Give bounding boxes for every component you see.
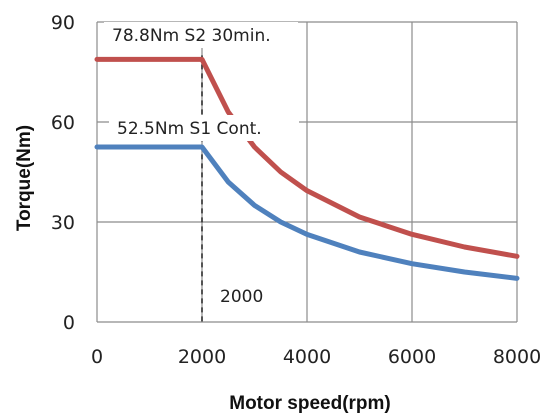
series-line-s2-30min	[94, 56, 520, 259]
y-axis-title: Torque(Nm)	[14, 125, 35, 231]
x-tick-label: 2000	[178, 346, 226, 368]
x-tick-labels: 0 2000 4000 6000 8000	[91, 346, 541, 368]
x-tick-label: 8000	[493, 346, 541, 368]
annotation-2000: 2000	[220, 287, 263, 307]
y-tick-label: 30	[51, 212, 75, 234]
series-label-background	[104, 22, 298, 48]
series-label: 78.8Nm S2 30min.	[112, 26, 271, 46]
x-axis-title: Motor speed(rpm)	[229, 393, 391, 414]
y-tick-label: 0	[63, 312, 75, 334]
y-tick-label: 90	[51, 12, 75, 34]
x-tick-label: 0	[91, 346, 103, 368]
x-tick-label: 6000	[388, 346, 436, 368]
series-label: 52.5Nm S1 Cont.	[117, 119, 262, 139]
x-tick-label: 4000	[283, 346, 331, 368]
series-label-background	[109, 115, 299, 141]
series-line-s1-continuous	[94, 144, 520, 281]
series-lines	[94, 56, 520, 281]
y-tick-label: 60	[51, 112, 75, 134]
grid-lines	[96, 21, 518, 323]
y-tick-labels: 0 30 60 90	[51, 12, 75, 334]
series-labels: 78.8Nm S2 30min. 52.5Nm S1 Cont.	[104, 22, 299, 141]
